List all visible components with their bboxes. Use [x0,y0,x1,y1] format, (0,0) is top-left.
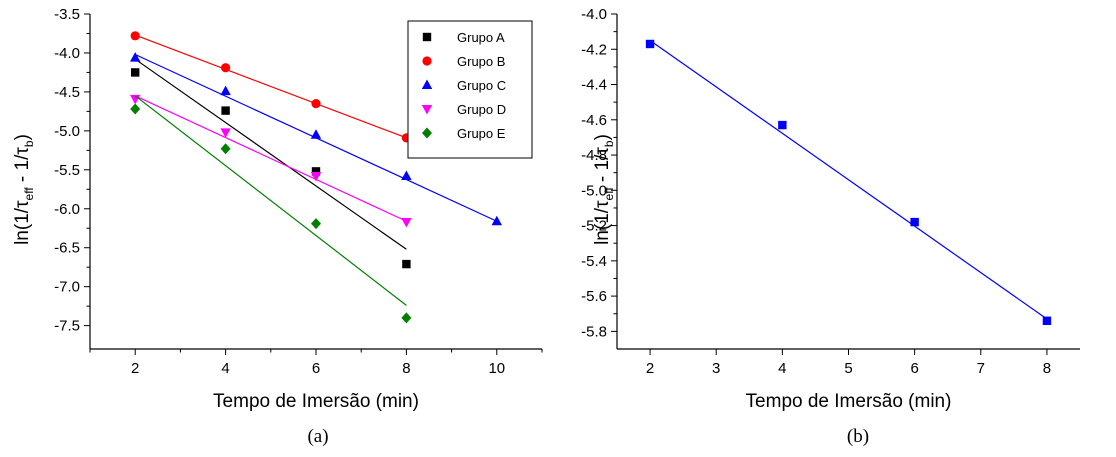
data-point [220,143,231,155]
x-tick-label: 10 [488,360,505,377]
legend-marker [421,105,433,115]
series-0 [645,39,1052,325]
y-tick-label: -7.5 [54,318,80,335]
data-point [910,217,919,227]
series-2 [130,52,502,226]
fit-line [649,39,1048,320]
panel-label: (a) [307,426,328,447]
data-point [401,170,412,181]
x-tick-label: 8 [402,360,410,377]
y-tick-label: -6.5 [54,240,80,257]
series-3 [130,94,412,228]
data-point [402,259,411,269]
y-tick-label: -5.0 [581,182,607,199]
y-tick-label: -5.6 [581,288,607,305]
data-point [311,98,321,109]
y-tick-label: -5.8 [581,323,607,340]
data-point [311,167,321,176]
y-axis-title: ln(1/τeff - 1/τb) [12,134,36,245]
y-tick-label: -4.0 [54,45,80,62]
x-tick-label: 3 [712,360,720,377]
legend-marker [422,56,432,66]
x-tick-label: 4 [778,360,786,377]
legend-label: Grupo A [457,30,505,45]
legend-label: Grupo B [457,54,505,69]
y-tick-label: -4.5 [54,84,80,101]
series-4 [130,95,412,324]
y-tick-label: -5.0 [54,123,80,140]
data-point [131,68,140,77]
legend-marker [422,127,432,139]
x-tick-label: 5 [844,360,852,377]
data-point [645,39,655,49]
data-point [401,218,412,228]
data-point [130,103,141,115]
data-point [491,215,502,226]
y-tick-label: -4.6 [581,112,607,129]
y-tick-label: -6.0 [54,201,80,218]
y-tick-label: -5.5 [54,162,80,179]
legend-marker [421,79,433,89]
data-point [310,172,322,182]
data-point [221,106,230,115]
legend: Grupo A Grupo B Grupo C Grupo D Grupo E [407,20,533,159]
x-tick-label: 4 [221,360,229,377]
chart-panel-a: 2 4 6 8 10 -3.5 -4.0 -4.5 -5.0 -5.5 -6.0 -6.5 -7.0 -7… [54,6,543,447]
y-tick-label: -5.4 [581,253,607,270]
y-tick-label: -4.2 [581,41,607,58]
series-1 [130,31,411,143]
fit-line [134,95,407,222]
data-point [130,52,141,62]
y-tick-label: -3.5 [54,6,80,23]
y-tick-label: -4.8 [581,147,607,164]
data-point [221,63,231,73]
data-point [778,120,787,130]
data-point [130,31,140,41]
data-point [220,128,231,138]
fit-line [134,95,407,306]
chart-panel-b: 2 3 4 5 6 7 8 -4.0 -4.2 -4.4 -4.6 -4.8 -5.0 -5.2 -5.4 -… [581,6,1080,447]
x-tick-label: 2 [131,360,139,377]
y-tick-label: -4.0 [581,6,607,23]
data-point [310,129,322,139]
panel-label: (b) [847,426,869,447]
fit-line [134,58,407,250]
fit-line [134,34,407,139]
x-tick-label: 6 [312,360,320,377]
legend-label: Grupo C [457,78,506,93]
legend-label: Grupo D [457,102,506,117]
y-tick-label: -5.2 [581,218,607,235]
data-point [220,85,231,96]
x-tick-label: 8 [1043,360,1051,377]
data-point [311,218,321,230]
y-axis-title: ln(1/τeff - 1/τb) [592,134,616,245]
x-axis-title: Tempo de Imersão (min) [213,391,419,412]
y-tick-label: -7.0 [54,279,80,296]
x-tick-label: 2 [646,360,654,377]
y-tick-label: -4.4 [581,77,607,94]
legend-marker [422,32,432,42]
series-0 [131,58,411,269]
x-tick-label: 6 [910,360,918,377]
data-point [401,312,412,324]
x-tick-label: 7 [977,360,985,377]
legend-label: Grupo E [457,126,506,141]
x-axis-title: Tempo de Imersão (min) [746,391,952,412]
data-point [1042,316,1052,325]
